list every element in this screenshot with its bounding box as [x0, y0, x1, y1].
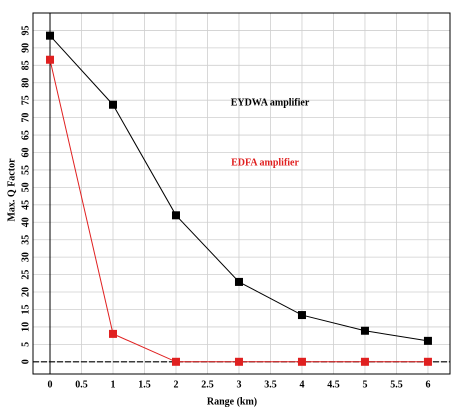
marker: [46, 55, 55, 64]
marker: [108, 100, 117, 109]
y-tick-label: 40: [20, 217, 31, 227]
y-tick-label: 60: [20, 148, 31, 158]
marker: [46, 31, 55, 40]
y-tick-label: 15: [20, 304, 31, 314]
marker: [360, 326, 369, 335]
marker: [297, 357, 306, 366]
y-tick-label: 0: [20, 359, 31, 364]
x-tick-label: 3: [236, 379, 241, 390]
y-tick-label: 25: [20, 270, 31, 280]
x-tick-label: 1.5: [138, 379, 151, 390]
x-tick-label: 6: [425, 379, 430, 390]
y-tick-label: 55: [20, 165, 31, 175]
marker: [171, 357, 180, 366]
x-tick-label: 0.5: [75, 379, 88, 390]
annotation: EYDWA amplifier: [231, 97, 310, 108]
marker: [171, 211, 180, 220]
y-tick-label: 95: [20, 25, 31, 35]
x-tick-label: 5: [362, 379, 367, 390]
x-tick-label: 2: [173, 379, 178, 390]
marker: [234, 277, 243, 286]
annotation: EDFA amplifier: [231, 157, 299, 168]
y-tick-label: 90: [20, 43, 31, 53]
x-tick-label: 4.5: [327, 379, 340, 390]
x-tick-label: 1: [110, 379, 115, 390]
y-tick-label: 85: [20, 60, 31, 70]
y-tick-label: 35: [20, 235, 31, 245]
y-tick-label: 5: [20, 342, 31, 347]
y-tick-label: 45: [20, 200, 31, 210]
marker: [234, 357, 243, 366]
x-tick-label: 2.5: [201, 379, 214, 390]
x-axis-label: Range (km): [207, 396, 257, 407]
x-tick-label: 4: [299, 379, 304, 390]
marker: [297, 311, 306, 320]
y-tick-label: 80: [20, 78, 31, 88]
x-tick-label: 5.5: [390, 379, 403, 390]
y-tick-label: 50: [20, 182, 31, 192]
y-tick-label: 30: [20, 252, 31, 262]
x-tick-label: 0: [48, 379, 53, 390]
y-tick-label: 20: [20, 287, 31, 297]
y-tick-label: 70: [20, 113, 31, 123]
y-tick-label: 10: [20, 322, 31, 332]
marker: [423, 336, 432, 345]
plot-frame: [32, 12, 451, 375]
y-tick-label: 75: [20, 95, 31, 105]
marker: [423, 357, 432, 366]
marker: [360, 357, 369, 366]
x-tick-label: 3.5: [264, 379, 277, 390]
marker: [108, 329, 117, 338]
y-tick-label: 65: [20, 130, 31, 140]
y-axis-label: Max. Q Factor: [6, 158, 17, 222]
